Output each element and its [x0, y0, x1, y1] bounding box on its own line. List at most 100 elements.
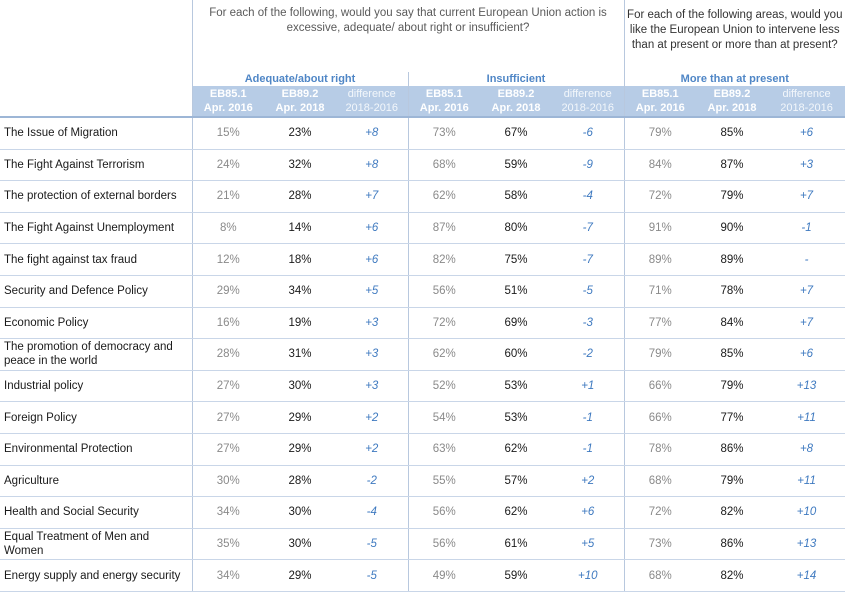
value-2018: 85%: [696, 338, 768, 371]
value-2018: 79%: [696, 465, 768, 498]
value-difference: -6: [552, 117, 624, 150]
value-difference: -3: [552, 307, 624, 340]
value-2016: 28%: [191, 338, 264, 371]
value-2018: 82%: [696, 559, 768, 592]
value-2016: 56%: [407, 496, 480, 529]
subheader-line: EB89.2: [281, 88, 319, 100]
value-2018: 86%: [696, 528, 768, 561]
value-2018: 75%: [480, 243, 552, 276]
value-2018: 77%: [696, 401, 768, 434]
value-2018: 79%: [696, 370, 768, 403]
table-row: The Issue of Migration 15% 23% +8 73% 67% -6 79…: [0, 117, 845, 150]
subheader-line: Apr. 2016: [203, 102, 253, 114]
value-2016: 73%: [407, 117, 480, 150]
value-2018: 53%: [480, 401, 552, 434]
value-difference: +2: [336, 433, 408, 466]
value-2016: 16%: [191, 307, 264, 340]
row-label: Security and Defence Policy: [0, 275, 192, 308]
value-2018: 86%: [696, 433, 768, 466]
subheader-survey2: EB89.2 Apr. 2018: [480, 86, 552, 118]
subheader-line: Apr. 2018: [491, 102, 541, 114]
value-difference: +6: [768, 117, 845, 150]
value-2016: 8%: [191, 212, 264, 245]
value-2018: 32%: [264, 149, 336, 182]
table-row: The promotion of democracy and peace in …: [0, 338, 845, 371]
value-2016: 34%: [191, 496, 264, 529]
value-difference: -7: [552, 212, 624, 245]
subheader-line: 2018-2016: [345, 102, 399, 114]
table-row: Foreign Policy 27% 29% +2 54% 53% -1 66% 77% +11: [0, 401, 845, 434]
value-2018: 59%: [480, 559, 552, 592]
value-difference: +3: [336, 370, 408, 403]
value-2016: 68%: [623, 559, 696, 592]
value-difference: -5: [336, 559, 408, 592]
value-2018: 57%: [480, 465, 552, 498]
subheader-line: difference: [347, 88, 396, 100]
value-2016: 35%: [191, 528, 264, 561]
value-2018: 58%: [480, 180, 552, 213]
value-difference: +6: [336, 212, 408, 245]
value-difference: -5: [336, 528, 408, 561]
value-difference: +5: [552, 528, 624, 561]
value-2016: 27%: [191, 370, 264, 403]
value-2016: 79%: [623, 338, 696, 371]
value-2018: 29%: [264, 559, 336, 592]
question-2: For each of the following areas, would y…: [623, 0, 845, 72]
table-row: The protection of external borders 21% 28%…: [0, 180, 845, 213]
group-header-adequate: Adequate/about right: [191, 72, 408, 86]
value-2016: 21%: [191, 180, 264, 213]
value-2018: 61%: [480, 528, 552, 561]
value-2016: 56%: [407, 528, 480, 561]
value-2018: 31%: [264, 338, 336, 371]
value-2016: 63%: [407, 433, 480, 466]
value-2016: 79%: [623, 117, 696, 150]
value-2016: 30%: [191, 465, 264, 498]
value-difference: -7: [552, 243, 624, 276]
value-2018: 53%: [480, 370, 552, 403]
value-2016: 68%: [407, 149, 480, 182]
value-difference: +3: [336, 307, 408, 340]
table-row: Equal Treatment of Men and Women 35% 30% -5…: [0, 528, 845, 561]
value-2016: 72%: [623, 496, 696, 529]
value-difference: +14: [768, 559, 845, 592]
row-label: The fight against tax fraud: [0, 243, 192, 276]
value-difference: +7: [768, 307, 845, 340]
value-difference: -5: [552, 275, 624, 308]
subheader-survey1: EB85.1 Apr. 2016: [407, 86, 480, 118]
value-difference: +8: [768, 433, 845, 466]
value-2016: 29%: [191, 275, 264, 308]
subheader-line: EB89.2: [497, 88, 535, 100]
value-2016: 49%: [407, 559, 480, 592]
value-2018: 62%: [480, 496, 552, 529]
value-difference: +10: [768, 496, 845, 529]
table-row: Environmental Protection 27% 29% +2 63% 62% -1…: [0, 433, 845, 466]
row-label: The Fight Against Unemployment: [0, 212, 192, 245]
row-label: The Fight Against Terrorism: [0, 149, 192, 182]
value-difference: +11: [768, 401, 845, 434]
value-2018: 34%: [264, 275, 336, 308]
subheader-line: 2018-2016: [561, 102, 615, 114]
value-difference: +3: [336, 338, 408, 371]
subheader-line: Apr. 2016: [419, 102, 469, 114]
value-2016: 27%: [191, 401, 264, 434]
value-2018: 60%: [480, 338, 552, 371]
value-2016: 72%: [407, 307, 480, 340]
value-2018: 67%: [480, 117, 552, 150]
value-difference: +8: [336, 149, 408, 182]
subheader-line: Apr. 2018: [707, 102, 757, 114]
row-label: The protection of external borders: [0, 180, 192, 213]
value-2018: 80%: [480, 212, 552, 245]
value-difference: +13: [768, 528, 845, 561]
value-2018: 69%: [480, 307, 552, 340]
table-row: Health and Social Security 34% 30% -4 56% 62%…: [0, 496, 845, 529]
value-difference: +6: [336, 243, 408, 276]
subheader-diff: difference 2018-2016: [336, 86, 408, 118]
value-2016: 54%: [407, 401, 480, 434]
value-difference: -2: [336, 465, 408, 498]
value-2018: 85%: [696, 117, 768, 150]
row-label: Foreign Policy: [0, 401, 192, 434]
row-label: Health and Social Security: [0, 496, 192, 529]
question-1: For each of the following, would you say…: [191, 0, 624, 72]
value-2018: 19%: [264, 307, 336, 340]
